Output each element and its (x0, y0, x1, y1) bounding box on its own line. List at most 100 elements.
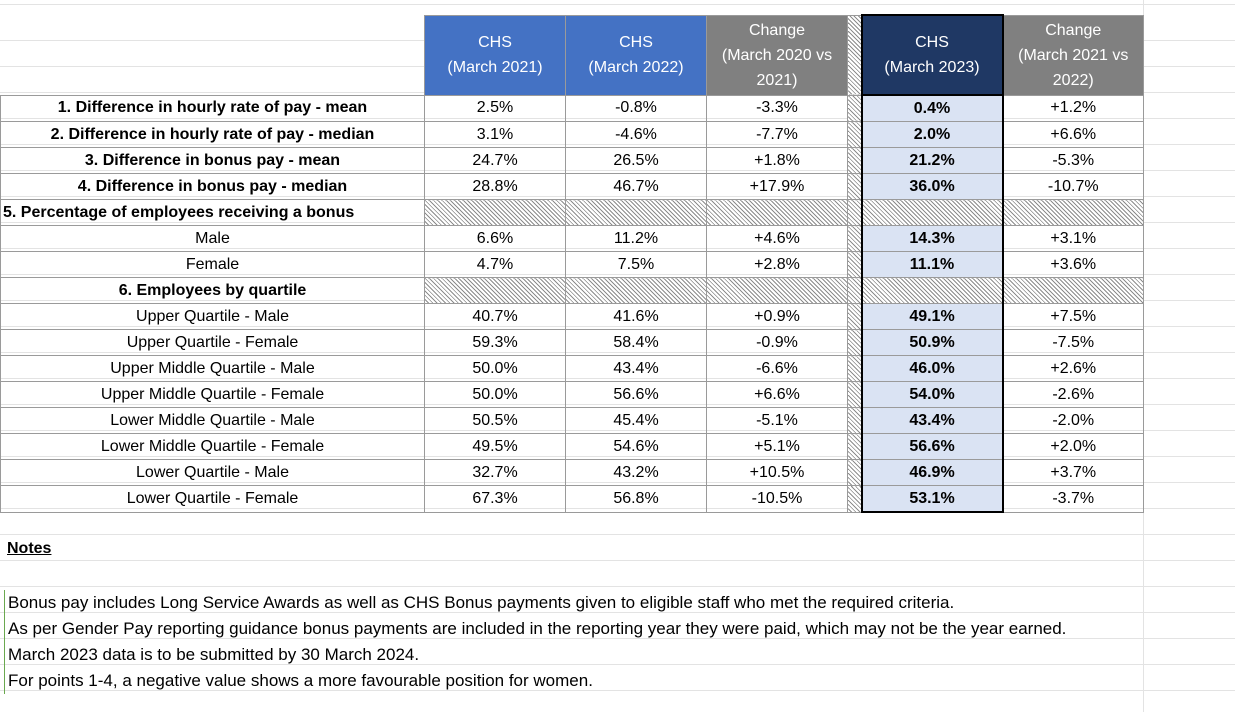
cell-chs-2023[interactable]: 2.0% (860, 121, 1004, 148)
cell-chs-2022[interactable]: 43.4% (565, 355, 707, 382)
row-label[interactable]: 3. Difference in bonus pay - mean (0, 147, 425, 174)
cell-chs-2021[interactable]: 32.7% (424, 459, 566, 486)
cell-chs-2021[interactable]: 4.7% (424, 251, 566, 278)
cell-chs-2022[interactable]: 46.7% (565, 173, 707, 200)
cell-chs-2021[interactable]: 50.5% (424, 407, 566, 434)
cell-change-2021-2022[interactable]: -10.7% (1002, 173, 1144, 200)
cell-change-2021-2022[interactable]: +3.7% (1002, 459, 1144, 486)
cell-change-2020-2021[interactable]: +2.8% (706, 251, 848, 278)
cell-chs-2022[interactable]: 56.8% (565, 485, 707, 513)
cell-change-2021-2022[interactable]: -5.3% (1002, 147, 1144, 174)
cell-chs-2023[interactable]: 49.1% (860, 303, 1004, 330)
cell-change-2020-2021[interactable] (706, 277, 848, 304)
cell-change-2021-2022[interactable]: +3.1% (1002, 225, 1144, 252)
header-chs-2022[interactable]: CHS (March 2022) (565, 14, 707, 96)
cell-chs-2022[interactable]: 26.5% (565, 147, 707, 174)
cell-chs-2021[interactable]: 24.7% (424, 147, 566, 174)
header-blank-cell[interactable] (0, 15, 425, 96)
row-label[interactable]: Upper Quartile - Male (0, 303, 425, 330)
row-label[interactable]: 1. Difference in hourly rate of pay - me… (0, 94, 425, 122)
cell-chs-2021[interactable]: 6.6% (424, 225, 566, 252)
header-change-2021-2022[interactable]: Change (March 2021 vs 2022) (1002, 14, 1144, 96)
cell-chs-2022[interactable] (565, 277, 707, 304)
cell-change-2021-2022[interactable] (1002, 277, 1144, 304)
cell-chs-2023[interactable]: 50.9% (860, 329, 1004, 356)
cell-chs-2021[interactable]: 40.7% (424, 303, 566, 330)
cell-chs-2023[interactable]: 46.0% (860, 355, 1004, 382)
cell-change-2020-2021[interactable]: -6.6% (706, 355, 848, 382)
row-label[interactable]: Male (0, 225, 425, 252)
cell-change-2021-2022[interactable]: +1.2% (1002, 94, 1144, 122)
cell-chs-2023[interactable]: 46.9% (860, 459, 1004, 486)
row-label[interactable]: Upper Middle Quartile - Male (0, 355, 425, 382)
note-line[interactable]: Bonus pay includes Long Service Awards a… (8, 593, 955, 612)
row-label[interactable]: 5. Percentage of employees receiving a b… (0, 199, 425, 226)
cell-chs-2023[interactable]: 53.1% (860, 485, 1004, 513)
cell-chs-2021[interactable]: 49.5% (424, 433, 566, 460)
cell-chs-2023[interactable]: 14.3% (860, 225, 1004, 252)
row-label[interactable]: Female (0, 251, 425, 278)
cell-chs-2021[interactable]: 50.0% (424, 355, 566, 382)
cell-change-2020-2021[interactable]: +4.6% (706, 225, 848, 252)
cell-chs-2023[interactable]: 43.4% (860, 407, 1004, 434)
cell-change-2021-2022[interactable]: -2.0% (1002, 407, 1144, 434)
cell-change-2020-2021[interactable]: +6.6% (706, 381, 848, 408)
cell-change-2020-2021[interactable]: +5.1% (706, 433, 848, 460)
cell-change-2020-2021[interactable]: +17.9% (706, 173, 848, 200)
note-line[interactable]: For points 1-4, a negative value shows a… (8, 671, 593, 690)
cell-chs-2023[interactable] (860, 199, 1004, 226)
cell-chs-2023[interactable]: 0.4% (860, 94, 1004, 122)
cell-chs-2022[interactable]: -4.6% (565, 121, 707, 148)
cell-chs-2021[interactable]: 28.8% (424, 173, 566, 200)
cell-change-2021-2022[interactable]: +6.6% (1002, 121, 1144, 148)
cell-chs-2022[interactable]: -0.8% (565, 94, 707, 122)
cell-change-2020-2021[interactable]: +1.8% (706, 147, 848, 174)
cell-chs-2023[interactable]: 11.1% (860, 251, 1004, 278)
cell-chs-2021[interactable]: 67.3% (424, 485, 566, 513)
cell-change-2021-2022[interactable]: +7.5% (1002, 303, 1144, 330)
cell-change-2020-2021[interactable]: -10.5% (706, 485, 848, 513)
cell-chs-2023[interactable]: 36.0% (860, 173, 1004, 200)
row-label[interactable]: Lower Quartile - Female (0, 485, 425, 513)
header-chs-2023[interactable]: CHS (March 2023) (860, 14, 1004, 96)
cell-change-2020-2021[interactable]: +10.5% (706, 459, 848, 486)
cell-chs-2021[interactable] (424, 277, 566, 304)
header-chs-2021[interactable]: CHS (March 2021) (424, 14, 566, 96)
cell-change-2020-2021[interactable]: -5.1% (706, 407, 848, 434)
row-label[interactable]: Lower Quartile - Male (0, 459, 425, 486)
cell-chs-2021[interactable] (424, 199, 566, 226)
cell-chs-2022[interactable]: 41.6% (565, 303, 707, 330)
cell-change-2021-2022[interactable]: +2.6% (1002, 355, 1144, 382)
row-label[interactable]: 6. Employees by quartile (0, 277, 425, 304)
cell-change-2021-2022[interactable] (1002, 199, 1144, 226)
row-label[interactable]: Upper Quartile - Female (0, 329, 425, 356)
cell-chs-2022[interactable]: 54.6% (565, 433, 707, 460)
cell-change-2021-2022[interactable]: -3.7% (1002, 485, 1144, 513)
cell-change-2020-2021[interactable]: -3.3% (706, 94, 848, 122)
cell-chs-2023[interactable] (860, 277, 1004, 304)
note-line[interactable]: March 2023 data is to be submitted by 30… (8, 645, 420, 664)
cell-chs-2022[interactable]: 11.2% (565, 225, 707, 252)
row-label[interactable]: 2. Difference in hourly rate of pay - me… (0, 121, 425, 148)
row-label[interactable]: 4. Difference in bonus pay - median (0, 173, 425, 200)
note-line[interactable]: As per Gender Pay reporting guidance bon… (8, 619, 1067, 638)
cell-chs-2022[interactable]: 58.4% (565, 329, 707, 356)
cell-change-2020-2021[interactable]: -7.7% (706, 121, 848, 148)
row-label[interactable]: Lower Middle Quartile - Male (0, 407, 425, 434)
row-label[interactable]: Upper Middle Quartile - Female (0, 381, 425, 408)
cell-change-2020-2021[interactable] (706, 199, 848, 226)
cell-chs-2022[interactable]: 56.6% (565, 381, 707, 408)
header-change-2020-2021[interactable]: Change (March 2020 vs 2021) (706, 14, 848, 96)
cell-chs-2022[interactable]: 7.5% (565, 251, 707, 278)
cell-change-2021-2022[interactable]: -2.6% (1002, 381, 1144, 408)
cell-chs-2023[interactable]: 56.6% (860, 433, 1004, 460)
cell-change-2020-2021[interactable]: +0.9% (706, 303, 848, 330)
cell-chs-2021[interactable]: 59.3% (424, 329, 566, 356)
cell-chs-2021[interactable]: 3.1% (424, 121, 566, 148)
cell-chs-2021[interactable]: 2.5% (424, 94, 566, 122)
cell-chs-2023[interactable]: 21.2% (860, 147, 1004, 174)
cell-change-2020-2021[interactable]: -0.9% (706, 329, 848, 356)
cell-chs-2022[interactable] (565, 199, 707, 226)
cell-chs-2022[interactable]: 45.4% (565, 407, 707, 434)
cell-change-2021-2022[interactable]: +3.6% (1002, 251, 1144, 278)
